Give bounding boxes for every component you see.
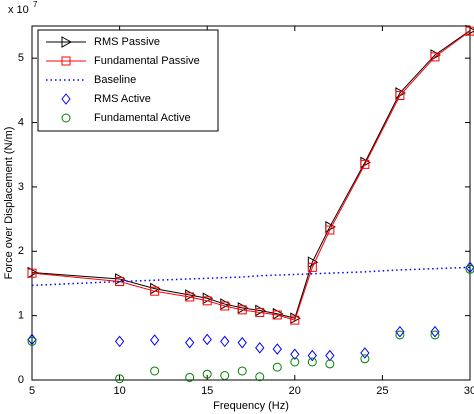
data-point: [237, 305, 247, 315]
data-point: [185, 292, 195, 302]
data-point: [307, 357, 317, 367]
data-point: [237, 336, 247, 349]
data-point: [360, 354, 370, 364]
series-line: [31, 266, 471, 287]
data-point: [307, 349, 317, 362]
data-point: [430, 330, 440, 340]
data-point: [114, 335, 125, 348]
series-line: [31, 30, 471, 321]
data-point: [307, 256, 319, 269]
data-point: [272, 343, 282, 355]
y-multiplier: x 10: [8, 4, 29, 16]
data-point: [465, 26, 474, 36]
legend-marker: [61, 93, 71, 105]
data-point: [202, 296, 212, 306]
legend-label: Fundamental Passive: [94, 55, 200, 67]
y-multiplier-exponent: 7: [33, 0, 38, 9]
y-tick-label: 0: [18, 374, 24, 386]
data-point: [202, 369, 212, 379]
data-point: [290, 315, 300, 325]
data-point: [325, 359, 335, 369]
data-point: [255, 372, 265, 382]
data-point: [307, 262, 317, 272]
data-point: [220, 370, 230, 380]
y-tick-label: 2: [18, 245, 24, 257]
data-point: [150, 366, 160, 376]
legend-marker: [61, 36, 73, 48]
data-point: [395, 330, 405, 340]
data-point: [255, 307, 265, 317]
data-point: [149, 334, 160, 346]
x-tick-label: 10: [113, 385, 125, 397]
legend-label: Baseline: [94, 74, 136, 86]
data-point: [237, 366, 247, 376]
x-tick-label: 25: [376, 385, 388, 397]
plot-frame: [31, 25, 471, 381]
data-point: [395, 325, 405, 338]
data-point: [395, 91, 405, 101]
data-point: [185, 336, 195, 349]
data-point: [360, 347, 370, 359]
data-point: [185, 372, 195, 382]
x-axis-label: Frequency (Hz): [213, 400, 289, 412]
legend-label: Fundamental Active: [94, 112, 191, 124]
data-point: [360, 159, 370, 169]
y-tick-label: 4: [18, 116, 24, 128]
data-point: [255, 342, 265, 354]
data-point: [27, 268, 37, 278]
data-point: [272, 362, 282, 372]
data-point: [150, 286, 160, 296]
data-point: [27, 336, 37, 346]
y-tick-label: 1: [18, 310, 24, 322]
legend-label: RMS Active: [94, 93, 151, 105]
data-point: [220, 335, 230, 348]
data-point: [272, 310, 282, 320]
data-point: [290, 357, 300, 367]
data-point: [115, 374, 125, 384]
x-tick-label: 15: [201, 385, 213, 397]
x-tick-label: 20: [289, 385, 301, 397]
data-point: [290, 348, 300, 361]
data-point: [202, 333, 212, 346]
x-tick-label: 5: [29, 385, 35, 397]
data-point: [430, 52, 440, 62]
series-line: [31, 30, 471, 319]
legend-label: RMS Passive: [94, 36, 160, 48]
legend-marker: [61, 56, 71, 66]
data-point: [325, 225, 335, 235]
y-axis-label: Force over Displacement (N/m): [3, 127, 15, 280]
data-point: [115, 277, 125, 287]
data-point: [220, 301, 230, 311]
data-point: [465, 264, 474, 274]
data-point: [430, 325, 440, 338]
y-tick-label: 3: [18, 181, 24, 193]
y-tick-label: 5: [18, 52, 24, 64]
x-tick-label: 30: [464, 385, 474, 397]
legend-marker: [61, 113, 71, 123]
data-point: [325, 349, 335, 362]
